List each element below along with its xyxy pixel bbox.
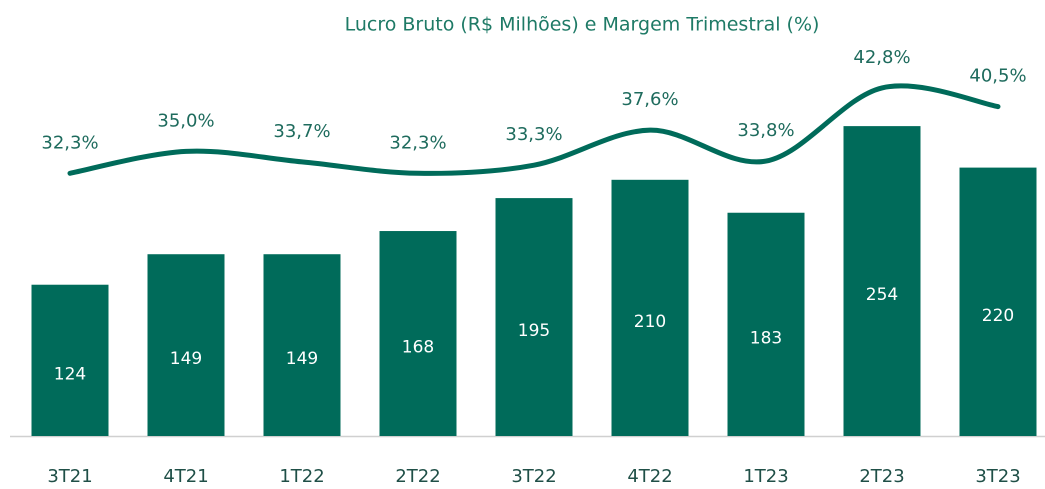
bar: [727, 212, 805, 436]
line-label: 32,3%: [41, 132, 98, 153]
x-tick-label: 1T22: [279, 466, 324, 487]
x-tick-label: 1T23: [743, 466, 788, 487]
bar: [611, 179, 689, 437]
data-label: 195: [518, 321, 550, 341]
data-label: 220: [982, 306, 1014, 326]
x-tick-label: 4T21: [163, 466, 208, 487]
data-label: 168: [402, 338, 434, 358]
x-tick-label: 3T23: [975, 466, 1020, 487]
line-label: 40,5%: [969, 66, 1026, 87]
bar: [959, 167, 1037, 436]
line-label: 32,3%: [389, 132, 446, 153]
line: [67, 83, 1001, 176]
line-label: 37,6%: [621, 89, 678, 110]
bar: [843, 126, 921, 437]
x-tick-label: 4T22: [627, 466, 672, 487]
bar: [495, 198, 573, 436]
bar: [379, 231, 457, 436]
line-label: 33,7%: [273, 121, 330, 142]
data-label: 124: [54, 364, 86, 384]
bar: [31, 284, 109, 436]
data-label: 254: [866, 285, 898, 305]
data-label: 210: [634, 312, 666, 332]
data-label: 149: [286, 349, 318, 369]
data-label: 183: [750, 328, 782, 348]
line-label: 33,8%: [737, 120, 794, 141]
line-label: 35,0%: [157, 110, 214, 131]
x-tick-label: 2T22: [395, 466, 440, 487]
chart-title: Lucro Bruto (R$ Milhões) e Margem Trimes…: [345, 14, 820, 36]
x-tick-label: 3T21: [47, 466, 92, 487]
bar: [263, 254, 341, 436]
data-label: 149: [170, 349, 202, 369]
bar: [147, 254, 225, 436]
x-tick-label: 2T23: [859, 466, 904, 487]
line-label: 42,8%: [853, 47, 910, 68]
line-label: 33,3%: [505, 124, 562, 145]
x-tick-label: 3T22: [511, 466, 556, 487]
